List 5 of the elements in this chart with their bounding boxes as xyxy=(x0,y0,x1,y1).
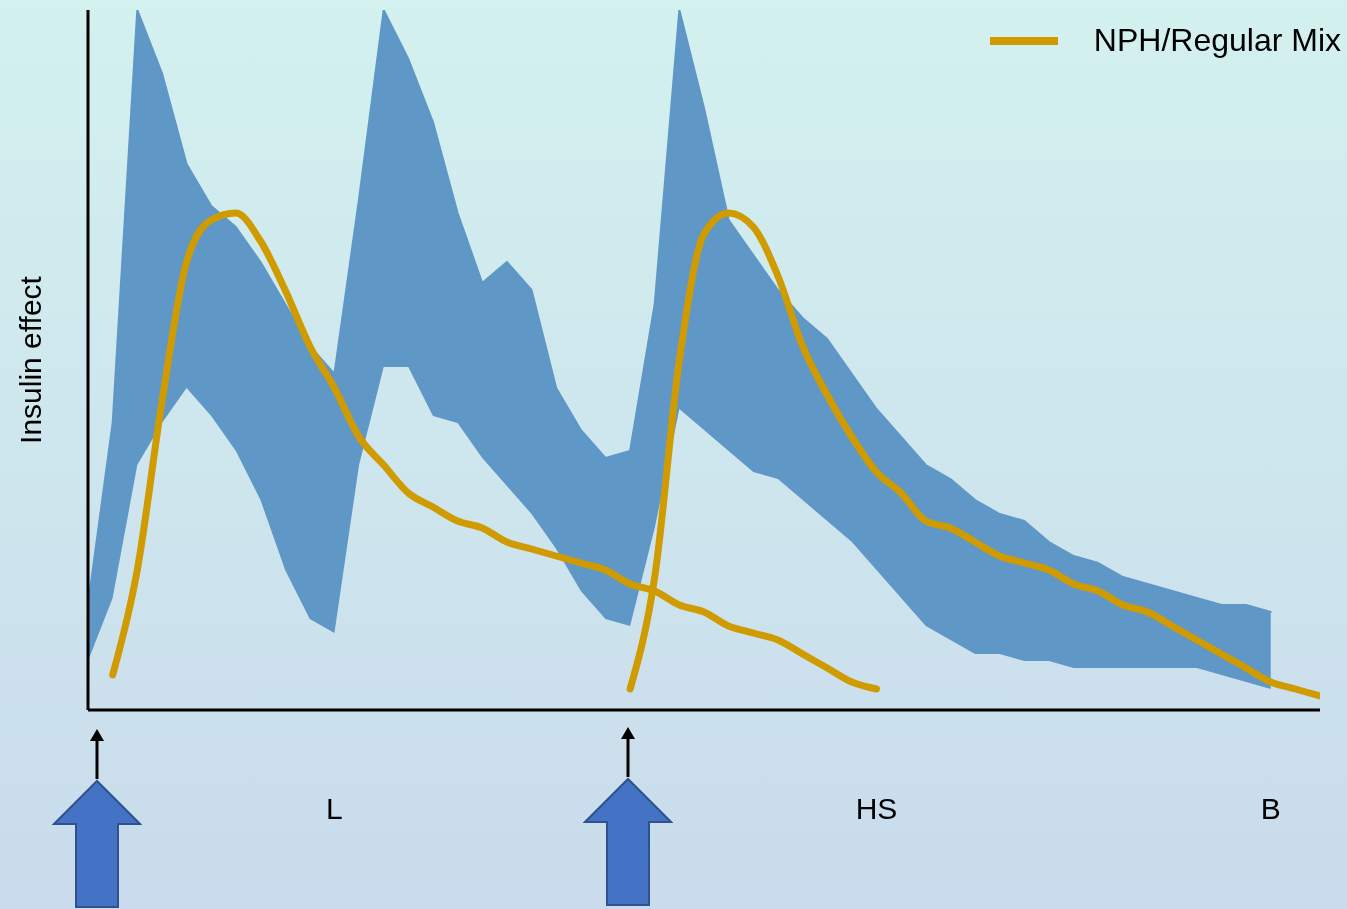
legend-label: NPH/Regular Mix xyxy=(1093,22,1341,59)
y-axis-title: Insulin effect xyxy=(13,275,47,444)
x-tick-label: HS xyxy=(855,792,898,826)
x-tick-label: B xyxy=(1260,792,1281,826)
x-tick-label: L xyxy=(326,792,343,826)
